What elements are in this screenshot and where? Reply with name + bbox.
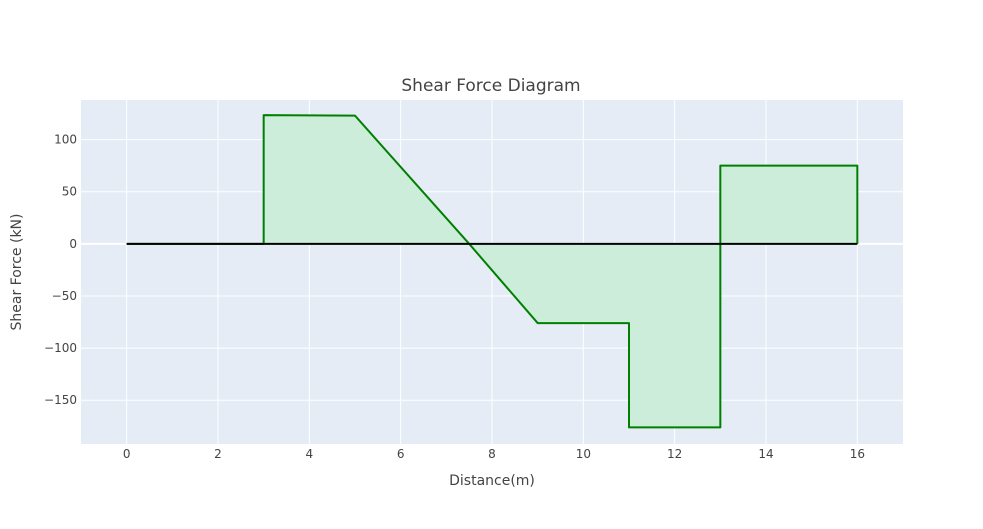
x-tick-label: 6 — [397, 447, 405, 461]
x-tick-label: 12 — [667, 447, 682, 461]
tick-labels: 0 2 4 6 8 10 12 14 16 −150 −100 −50 0 50 100 — [44, 133, 865, 461]
series — [126, 114, 859, 429]
y-tick-label: −150 — [44, 393, 77, 407]
x-tick-label: 10 — [576, 447, 591, 461]
x-axis-title: Distance(m) — [449, 473, 535, 489]
y-tick-label: −100 — [44, 341, 77, 355]
y-axis-title: Shear Force (kN) — [9, 214, 25, 331]
chart-title: Shear Force Diagram — [401, 76, 580, 96]
x-tick-label: 2 — [214, 447, 222, 461]
y-tick-label: 0 — [69, 237, 77, 251]
x-tick-label: 4 — [306, 447, 314, 461]
y-tick-label: 100 — [54, 133, 77, 147]
shear-line — [126, 114, 859, 429]
x-tick-label: 8 — [488, 447, 496, 461]
y-tick-label: 50 — [62, 185, 77, 199]
shear-area-fill — [126, 115, 858, 428]
y-tick-label: −50 — [52, 289, 77, 303]
x-tick-label: 14 — [758, 447, 773, 461]
x-tick-label: 16 — [850, 447, 865, 461]
x-tick-label: 0 — [123, 447, 131, 461]
